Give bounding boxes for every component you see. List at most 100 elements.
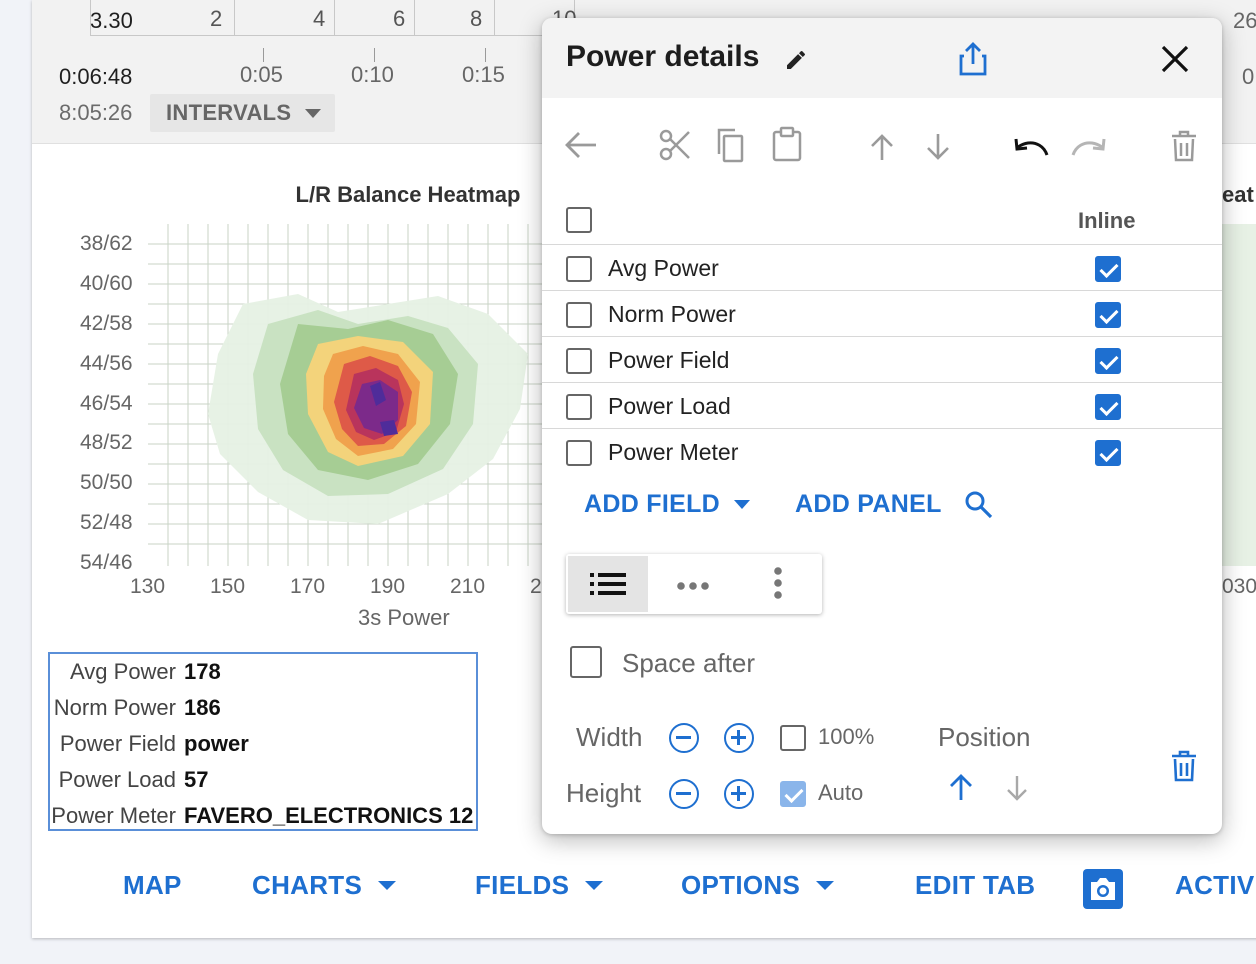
- width-full-label: 100%: [818, 724, 875, 749]
- position-up-icon[interactable]: [946, 772, 976, 807]
- inline-column-header: Inline: [1078, 208, 1136, 233]
- y-tick-label: 42/58: [80, 312, 133, 335]
- position-label: Position: [938, 722, 1031, 752]
- item-inline-checkbox[interactable]: [1095, 348, 1121, 374]
- options-dropdown[interactable]: OPTIONS: [681, 870, 835, 901]
- dialog-header: [542, 18, 1222, 98]
- close-icon[interactable]: [1160, 44, 1190, 79]
- chart-title: L/R Balance Heatmap: [295, 182, 521, 207]
- item-select-checkbox[interactable]: [566, 394, 592, 420]
- width-label: Width: [576, 722, 643, 752]
- time-tick-clipped: 0: [1242, 64, 1255, 89]
- right-chart-title: eat: [1222, 182, 1254, 207]
- field-value: power: [184, 731, 249, 756]
- y-tick-label: 54/46: [80, 551, 133, 574]
- chevron-down-icon: [585, 881, 604, 890]
- power-details-dialog[interactable]: Power details Inline Avg Power Nor: [542, 18, 1222, 834]
- column-layout-icon[interactable]: [773, 566, 783, 605]
- edit-tab-button[interactable]: EDIT TAB: [915, 870, 1035, 901]
- select-all-checkbox[interactable]: [566, 207, 592, 233]
- power-fields-panel[interactable]: Avg Power 178 Norm Power 186 Power Field po…: [48, 652, 478, 831]
- search-icon[interactable]: [964, 490, 994, 525]
- item-select-checkbox[interactable]: [566, 302, 592, 328]
- ruler-number: 4: [313, 6, 326, 31]
- y-tick-label: 44/56: [80, 352, 133, 375]
- pencil-icon[interactable]: [784, 48, 808, 77]
- options-label: OPTIONS: [681, 870, 801, 900]
- item-select-checkbox[interactable]: [566, 440, 592, 466]
- intervals-dropdown[interactable]: INTERVALS: [150, 94, 336, 132]
- y-tick-label: 50/50: [80, 471, 133, 494]
- ruler-number-clipped: 26: [1233, 8, 1256, 33]
- height-decrease-button[interactable]: [669, 779, 699, 809]
- field-row: Power Meter FAVERO_ELECTRONICS 12: [50, 803, 473, 829]
- height-auto-checkbox[interactable]: [780, 781, 806, 807]
- inline-layout-icon[interactable]: [676, 578, 710, 596]
- x-tick-label: 150: [210, 575, 246, 598]
- field-row: Power Field power: [50, 731, 249, 757]
- add-panel-button[interactable]: ADD PANEL: [795, 490, 942, 519]
- field-value: 178: [184, 659, 221, 684]
- cut-icon[interactable]: [658, 128, 692, 167]
- paste-icon[interactable]: [771, 126, 803, 167]
- activity-label: ACTIV: [1175, 870, 1255, 900]
- item-label: Norm Power: [608, 301, 736, 327]
- width-decrease-button[interactable]: [669, 723, 699, 753]
- x-tick-label: 190: [370, 575, 406, 598]
- item-inline-checkbox[interactable]: [1095, 440, 1121, 466]
- camera-icon[interactable]: [1082, 868, 1124, 915]
- ruler-number: 2: [210, 6, 223, 31]
- item-label: Power Load: [608, 393, 731, 419]
- space-after-label: Space after: [622, 648, 755, 678]
- chevron-down-icon: [734, 500, 751, 509]
- height-auto-label: Auto: [818, 780, 864, 805]
- time-tick: 0:15: [462, 62, 505, 87]
- charts-dropdown[interactable]: CHARTS: [252, 870, 397, 901]
- width-full-checkbox[interactable]: [780, 725, 806, 751]
- field-value: FAVERO_ELECTRONICS 12: [184, 803, 474, 828]
- field-value: 186: [184, 695, 221, 720]
- trash-icon[interactable]: [1170, 130, 1198, 167]
- height-label: Height: [566, 778, 642, 808]
- item-inline-checkbox[interactable]: [1095, 302, 1121, 328]
- x-tick-label: 170: [290, 575, 326, 598]
- item-select-checkbox[interactable]: [566, 348, 592, 374]
- field-value: 57: [184, 767, 209, 792]
- ruler-number: 8: [470, 6, 483, 31]
- ruler-left-value: 3.30: [90, 8, 133, 33]
- item-inline-checkbox[interactable]: [1095, 256, 1121, 282]
- delete-panel-icon[interactable]: [1170, 750, 1198, 787]
- x-tick-label: 210: [450, 575, 486, 598]
- space-after-checkbox[interactable]: [570, 646, 602, 678]
- field-label: Norm Power: [53, 695, 176, 720]
- charts-label: CHARTS: [252, 870, 363, 900]
- undo-icon[interactable]: [1014, 134, 1050, 163]
- item-inline-checkbox[interactable]: [1095, 394, 1121, 420]
- item-select-checkbox[interactable]: [566, 256, 592, 282]
- copy-icon[interactable]: [714, 128, 746, 169]
- back-arrow-icon[interactable]: [564, 130, 598, 165]
- y-tick-label: 40/60: [80, 272, 133, 295]
- chevron-down-icon: [378, 881, 397, 890]
- height-increase-button[interactable]: [724, 779, 754, 809]
- distance-ruler[interactable]: [90, 0, 610, 36]
- map-label: MAP: [123, 870, 182, 900]
- redo-icon[interactable]: [1070, 134, 1106, 163]
- item-label: Avg Power: [608, 255, 719, 281]
- activity-button[interactable]: ACTIV: [1175, 870, 1255, 901]
- list-layout-icon[interactable]: [590, 572, 626, 601]
- item-label: Power Field: [608, 347, 730, 373]
- map-button[interactable]: MAP: [123, 870, 182, 901]
- add-panel-label: ADD PANEL: [795, 490, 942, 518]
- width-increase-button[interactable]: [724, 723, 754, 753]
- field-row: Power Load 57: [50, 767, 209, 793]
- fields-dropdown[interactable]: FIELDS: [475, 870, 604, 901]
- add-field-dropdown[interactable]: ADD FIELD: [584, 490, 751, 519]
- heatmap-plot[interactable]: [148, 224, 542, 566]
- position-down-icon[interactable]: [1003, 774, 1031, 807]
- field-label: Power Meter: [51, 803, 176, 828]
- arrow-down-icon[interactable]: [924, 132, 952, 167]
- arrow-up-icon[interactable]: [868, 132, 896, 167]
- share-icon[interactable]: [958, 42, 988, 81]
- right-chart-plot[interactable]: [1222, 224, 1256, 566]
